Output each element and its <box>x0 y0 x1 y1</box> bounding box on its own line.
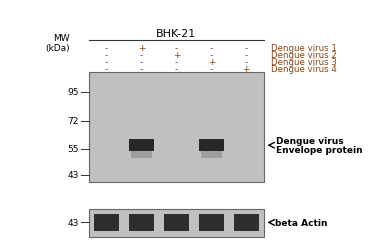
Text: -: - <box>210 65 213 74</box>
Bar <box>164 214 189 231</box>
Text: 43: 43 <box>67 170 79 179</box>
Text: -: - <box>245 51 248 60</box>
Text: -: - <box>140 65 143 74</box>
Text: -: - <box>175 65 178 74</box>
Text: -: - <box>140 51 143 60</box>
Text: +: + <box>243 65 250 74</box>
Bar <box>234 214 259 231</box>
Text: -: - <box>210 51 213 60</box>
Text: Dengue virus 1: Dengue virus 1 <box>271 44 337 53</box>
Bar <box>89 209 264 238</box>
Text: -: - <box>105 44 108 53</box>
Text: -: - <box>245 44 248 53</box>
Text: MW
(kDa): MW (kDa) <box>45 34 70 53</box>
Text: +: + <box>208 58 215 67</box>
Text: -: - <box>245 58 248 67</box>
Bar <box>129 214 154 231</box>
Text: Dengue virus 2: Dengue virus 2 <box>271 51 337 60</box>
Text: 95: 95 <box>67 88 79 97</box>
Text: -: - <box>105 51 108 60</box>
Text: +: + <box>173 51 180 60</box>
Text: 43: 43 <box>67 218 79 227</box>
Bar <box>201 152 222 158</box>
Text: 55: 55 <box>67 145 79 154</box>
Text: BHK-21: BHK-21 <box>156 29 197 39</box>
Text: Envelope protein: Envelope protein <box>276 146 363 154</box>
Text: -: - <box>210 44 213 53</box>
Text: +: + <box>138 44 145 53</box>
Bar <box>89 72 264 182</box>
Text: Dengue virus 3: Dengue virus 3 <box>271 58 337 67</box>
Bar <box>199 214 224 231</box>
Text: -: - <box>175 58 178 67</box>
Text: -: - <box>105 58 108 67</box>
Text: 72: 72 <box>67 117 79 126</box>
Text: Dengue virus 4: Dengue virus 4 <box>271 65 337 74</box>
Bar <box>199 140 224 151</box>
Text: Dengue virus: Dengue virus <box>276 137 344 145</box>
Bar <box>131 152 152 158</box>
Bar <box>129 140 154 151</box>
Text: -: - <box>140 58 143 67</box>
Text: -: - <box>105 65 108 74</box>
Text: beta Actin: beta Actin <box>275 218 328 227</box>
Bar <box>94 214 119 231</box>
Text: -: - <box>175 44 178 53</box>
